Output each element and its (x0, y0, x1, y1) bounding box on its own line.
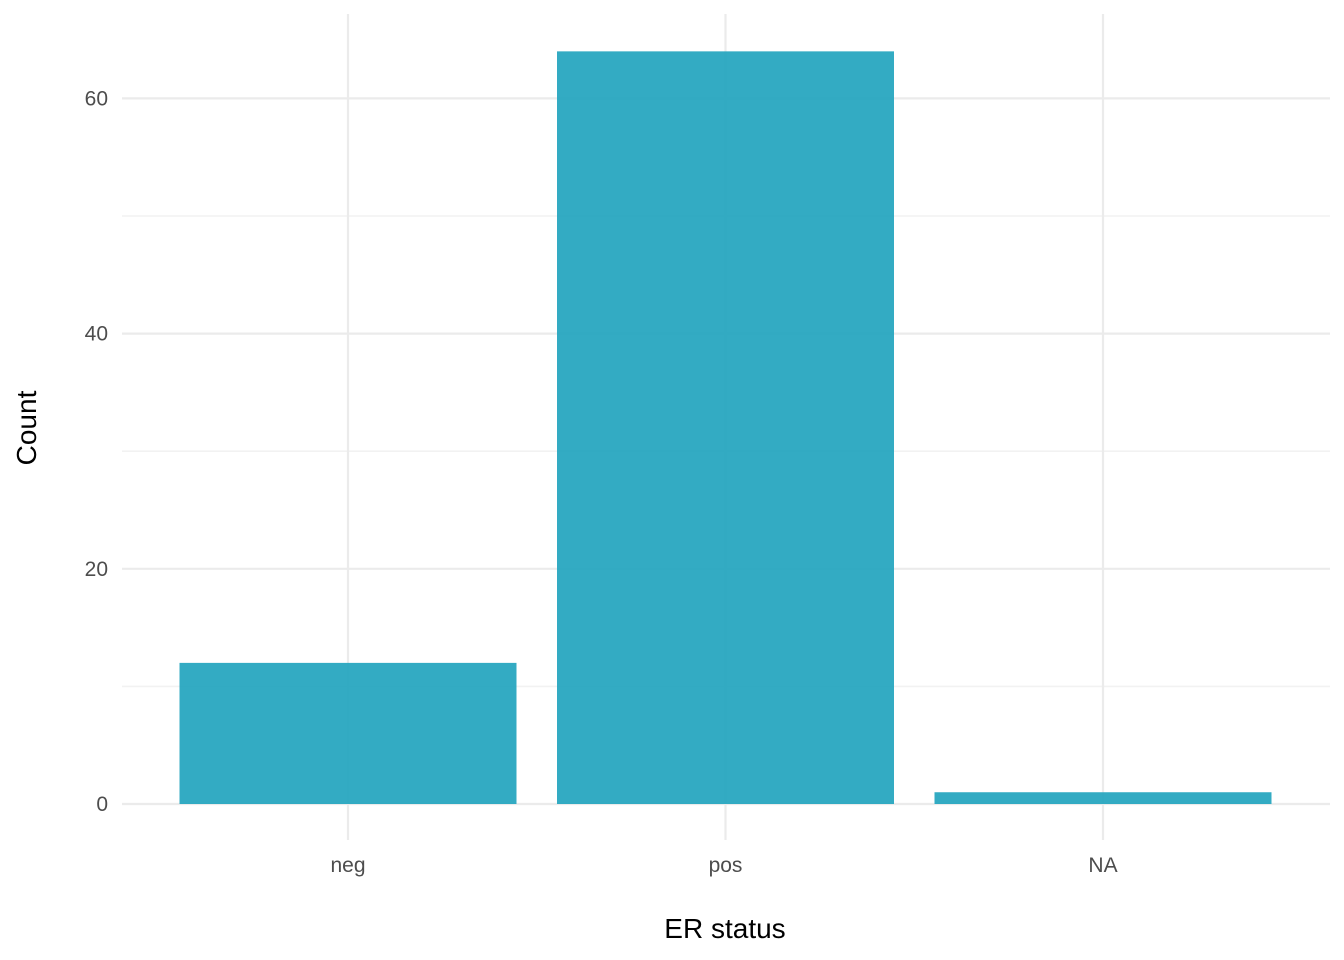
y-tick-label: 0 (96, 793, 108, 816)
bar-pos (557, 51, 894, 805)
x-tick-label: NA (1088, 854, 1117, 877)
x-axis-ticks: neg pos NA (330, 854, 1117, 877)
y-tick-label: 40 (85, 323, 108, 346)
y-axis-ticks: 0 20 40 60 (85, 87, 108, 816)
x-tick-label: neg (330, 854, 365, 877)
y-axis-title: Count (11, 390, 42, 465)
y-tick-label: 20 (85, 558, 108, 581)
x-tick-label: pos (709, 854, 743, 877)
bars (179, 51, 1272, 805)
bar-neg (179, 662, 517, 804)
y-tick-label: 60 (85, 87, 108, 110)
bar-na (934, 792, 1272, 804)
x-axis-title: ER status (664, 913, 785, 944)
